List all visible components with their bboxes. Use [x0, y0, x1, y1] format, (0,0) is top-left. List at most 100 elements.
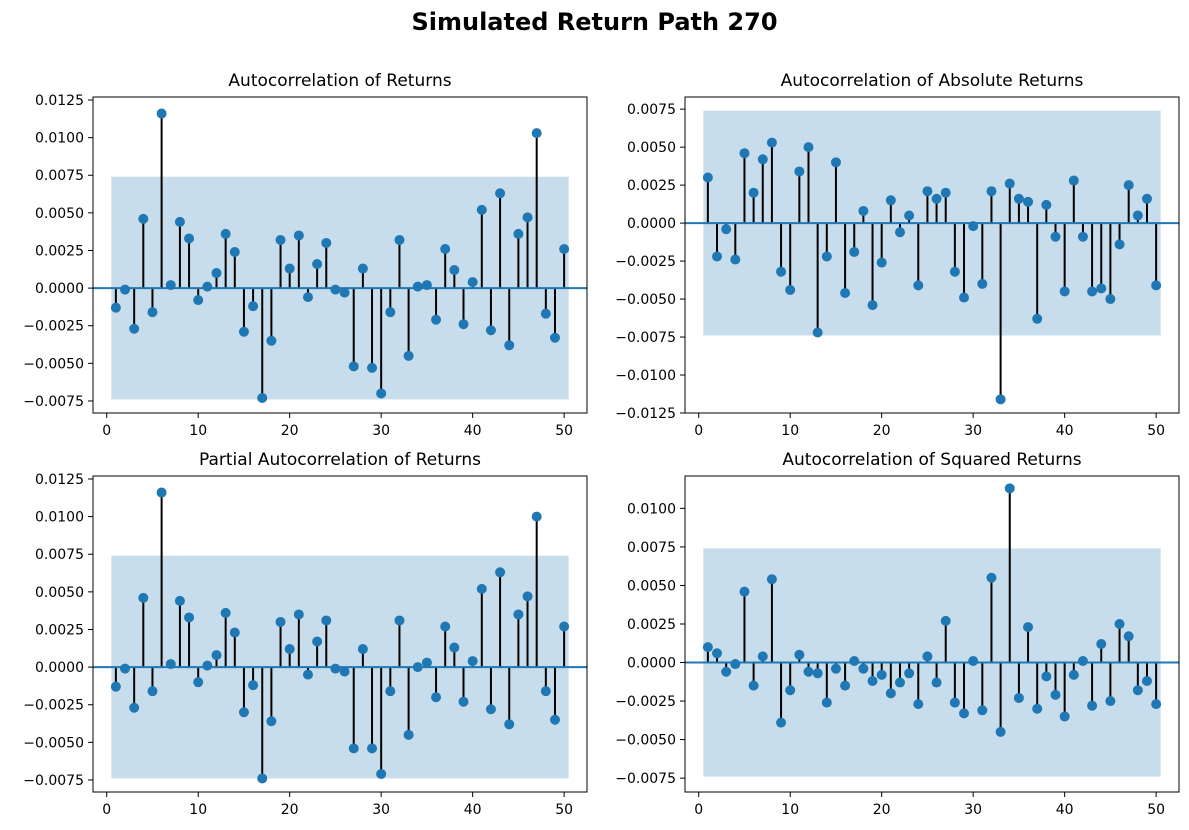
sq-acf-marker-lag-4	[730, 659, 741, 670]
pacf-marker-lag-16	[248, 680, 259, 691]
abs-acf-marker-lag-5	[739, 148, 750, 159]
sq-acf-marker-lag-18	[858, 663, 869, 674]
pacf-marker-lag-36	[431, 692, 442, 703]
pacf-xtick-label: 10	[189, 802, 207, 818]
pacf-marker-lag-6	[156, 487, 167, 498]
abs-acf-marker-lag-6	[748, 187, 759, 198]
acf-absolute-returns-panel: 0 10 20 30 40 50 −0.0125 −0.0100 −0.0075 −0.0050 −…	[615, 71, 1180, 439]
pacf-marker-lag-49	[549, 714, 560, 725]
sq-acf-marker-lag-44	[1096, 639, 1107, 650]
sq-acf-marker-lag-41	[1068, 669, 1079, 680]
sq-acf-marker-lag-39	[1050, 689, 1061, 700]
acf-marker-lag-15	[238, 326, 249, 337]
abs-acf-marker-lag-8	[766, 137, 777, 148]
abs-acf-xtick-label: 30	[964, 423, 982, 439]
sq-acf-marker-lag-15	[830, 663, 841, 674]
sq-acf-marker-lag-24	[913, 699, 924, 710]
abs-acf-marker-lag-14	[821, 251, 832, 262]
sq-acf-marker-lag-8	[766, 574, 777, 585]
acf-marker-lag-19	[275, 234, 286, 245]
sq-acf-ytick-label: −0.0075	[615, 771, 676, 787]
sq-acf-panel-title: Autocorrelation of Squared Returns	[782, 450, 1081, 470]
acf-xtick-label: 10	[189, 423, 207, 439]
acf-xtick-label: 0	[102, 423, 111, 439]
acf-marker-lag-39	[458, 319, 469, 330]
pacf-marker-lag-18	[266, 716, 277, 727]
abs-acf-ytick-label: 0.0075	[627, 102, 676, 118]
sq-acf-marker-lag-13	[812, 668, 823, 679]
sq-acf-marker-lag-20	[876, 669, 887, 680]
sq-acf-marker-lag-50	[1151, 699, 1162, 710]
pacf-ytick-label: 0.0075	[35, 547, 84, 563]
abs-acf-marker-lag-48	[1132, 210, 1143, 221]
pacf-marker-lag-24	[321, 615, 332, 626]
abs-acf-marker-lag-1	[702, 172, 713, 183]
abs-acf-marker-lag-50	[1151, 280, 1162, 291]
abs-acf-marker-lag-42	[1077, 231, 1088, 242]
abs-acf-marker-lag-33	[995, 394, 1006, 405]
acf-marker-lag-31	[385, 307, 396, 318]
pacf-marker-lag-3	[129, 702, 140, 713]
sq-acf-marker-lag-32	[986, 572, 997, 583]
acf-marker-lag-6	[156, 108, 167, 119]
sq-acf-xtick-label: 20	[873, 802, 891, 818]
abs-acf-ytick-label: −0.0075	[615, 330, 676, 346]
acf-marker-lag-14	[229, 246, 240, 257]
pacf-marker-lag-35	[421, 657, 432, 668]
pacf-marker-lag-21	[293, 609, 304, 620]
abs-acf-marker-lag-40	[1059, 286, 1070, 297]
abs-acf-marker-lag-18	[858, 205, 869, 216]
acf-ytick-label: −0.0075	[23, 394, 84, 410]
pacf-marker-lag-27	[348, 743, 359, 754]
acf-marker-lag-35	[421, 280, 432, 291]
acf-marker-lag-41	[476, 204, 487, 215]
sq-acf-marker-lag-38	[1041, 671, 1052, 682]
acf-marker-lag-1	[110, 302, 121, 313]
sq-acf-marker-lag-6	[748, 680, 759, 691]
pacf-ytick-label: 0.0025	[35, 622, 84, 638]
abs-acf-marker-lag-49	[1141, 193, 1152, 204]
pacf-marker-lag-14	[229, 627, 240, 638]
acf-ytick-label: −0.0025	[23, 319, 84, 335]
acf-marker-lag-38	[449, 265, 460, 276]
acf-ytick-label: −0.0050	[23, 356, 84, 372]
pacf-marker-lag-8	[174, 595, 185, 606]
pacf-xtick-label: 20	[281, 802, 299, 818]
acf-marker-lag-37	[440, 243, 451, 254]
sq-acf-marker-lag-26	[931, 677, 942, 688]
pacf-axes-frame	[92, 475, 588, 793]
abs-acf-marker-lag-15	[830, 157, 841, 168]
acf-marker-lag-36	[431, 314, 442, 325]
pacf-marker-lag-42	[485, 704, 496, 715]
abs-acf-marker-lag-27	[940, 187, 951, 198]
pacf-marker-lag-41	[476, 583, 487, 594]
pacf-marker-lag-39	[458, 696, 469, 707]
abs-acf-marker-lag-12	[803, 142, 814, 153]
abs-acf-marker-lag-31	[977, 278, 988, 289]
abs-acf-xtick-label: 0	[694, 423, 703, 439]
acf-ytick-label: 0.0050	[35, 206, 84, 222]
abs-acf-marker-lag-2	[712, 251, 723, 262]
abs-acf-ytick-label: −0.0025	[615, 254, 676, 270]
acf-marker-lag-5	[147, 307, 158, 318]
sq-acf-marker-lag-33	[995, 726, 1006, 737]
acf-squared-returns-panel: 0 10 20 30 40 50 −0.0075 −0.0050 −0.0025 0.0000 0.…	[615, 450, 1180, 818]
acf-marker-lag-47	[531, 128, 542, 139]
pacf-marker-lag-15	[238, 707, 249, 718]
pacf-marker-lag-4	[138, 592, 149, 603]
abs-acf-xtick-label: 10	[781, 423, 799, 439]
pacf-marker-lag-10	[193, 677, 204, 688]
abs-acf-marker-lag-38	[1041, 199, 1052, 210]
pacf-marker-lag-25	[330, 663, 341, 674]
pacf-ytick-label: −0.0025	[23, 698, 84, 714]
pacf-ytick-label: −0.0050	[23, 735, 84, 751]
abs-acf-marker-lag-34	[1004, 178, 1015, 189]
pacf-marker-lag-17	[257, 773, 268, 784]
acf-xtick-label: 50	[555, 423, 573, 439]
acf-marker-lag-8	[174, 216, 185, 227]
sq-acf-marker-lag-45	[1105, 696, 1116, 707]
sq-acf-marker-lag-7	[757, 651, 768, 662]
sq-acf-marker-lag-47	[1123, 631, 1134, 642]
pacf-marker-lag-26	[339, 666, 350, 677]
acf-marker-lag-48	[540, 308, 551, 319]
